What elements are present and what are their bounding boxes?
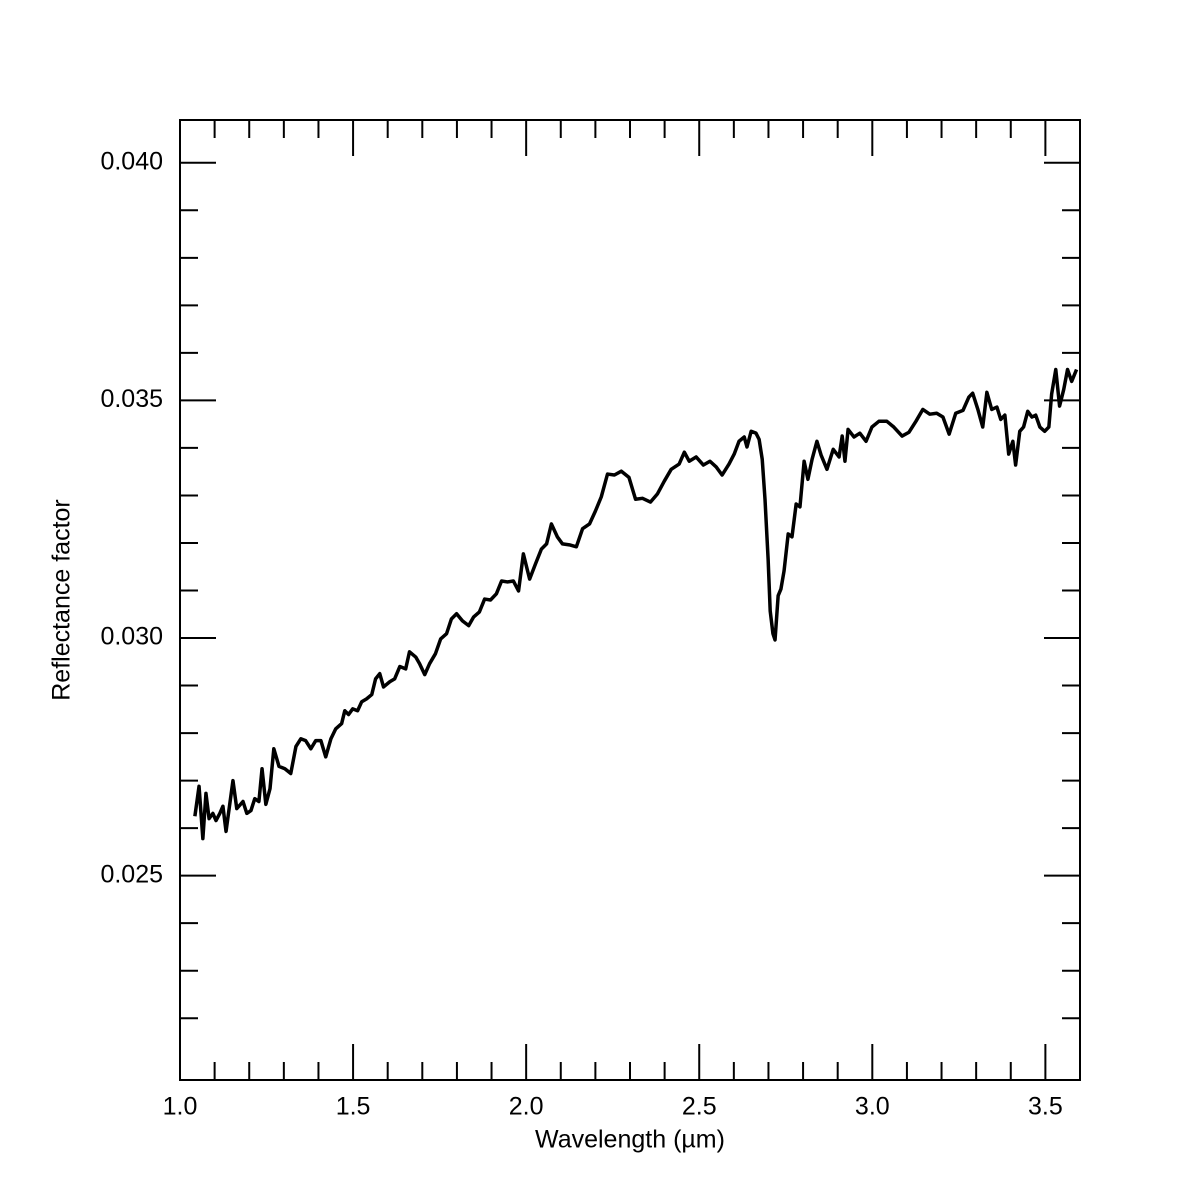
spectrum-line: [193, 367, 1079, 841]
plot-frame: [179, 119, 1081, 1081]
y-tick-label: 0.035: [100, 385, 163, 413]
x-axis-label: Wavelength (µm): [535, 1126, 725, 1154]
x-tick-label: 3.5: [1028, 1093, 1063, 1121]
y-tick-label: 0.040: [100, 147, 163, 175]
x-tick-label: 3.0: [855, 1093, 890, 1121]
y-axis-label: Reflectance factor: [48, 499, 76, 701]
x-tick-label: 1.5: [336, 1093, 371, 1121]
y-tick-label: 0.030: [100, 623, 163, 651]
x-tick-label: 1.0: [163, 1093, 198, 1121]
x-tick-label: 2.0: [509, 1093, 544, 1121]
y-tick-label: 0.025: [100, 860, 163, 888]
x-tick-label: 2.5: [682, 1093, 717, 1121]
